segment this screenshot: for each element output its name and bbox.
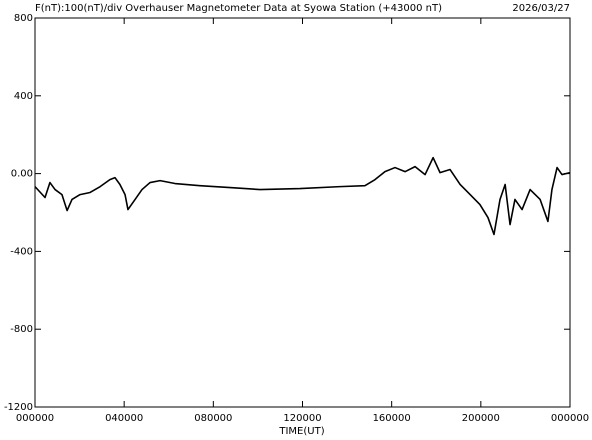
y-tick-label: -1200 xyxy=(4,402,33,413)
x-tick-label: 000000 xyxy=(16,413,54,424)
y-tick-label: 400 xyxy=(14,91,33,102)
x-tick-label: 160000 xyxy=(373,413,411,424)
chart-date: 2026/03/27 xyxy=(512,3,570,14)
y-tick-label: 800 xyxy=(14,13,33,24)
plot-frame xyxy=(34,17,571,408)
x-tick-label: 000000 xyxy=(551,413,589,424)
chart-title: F(nT):100(nT)/div Overhauser Magnetomete… xyxy=(35,3,442,14)
y-tick-label: -800 xyxy=(10,324,33,335)
x-tick-label: 120000 xyxy=(283,413,321,424)
x-tick-label: 200000 xyxy=(462,413,500,424)
x-axis-label: TIME(UT) xyxy=(278,426,324,437)
x-tick-label: 040000 xyxy=(105,413,143,424)
x-tick-label: 080000 xyxy=(194,413,232,424)
data-line xyxy=(34,156,571,236)
y-tick-label: -400 xyxy=(10,246,33,257)
y-tick-label: 0.00 xyxy=(11,169,33,180)
